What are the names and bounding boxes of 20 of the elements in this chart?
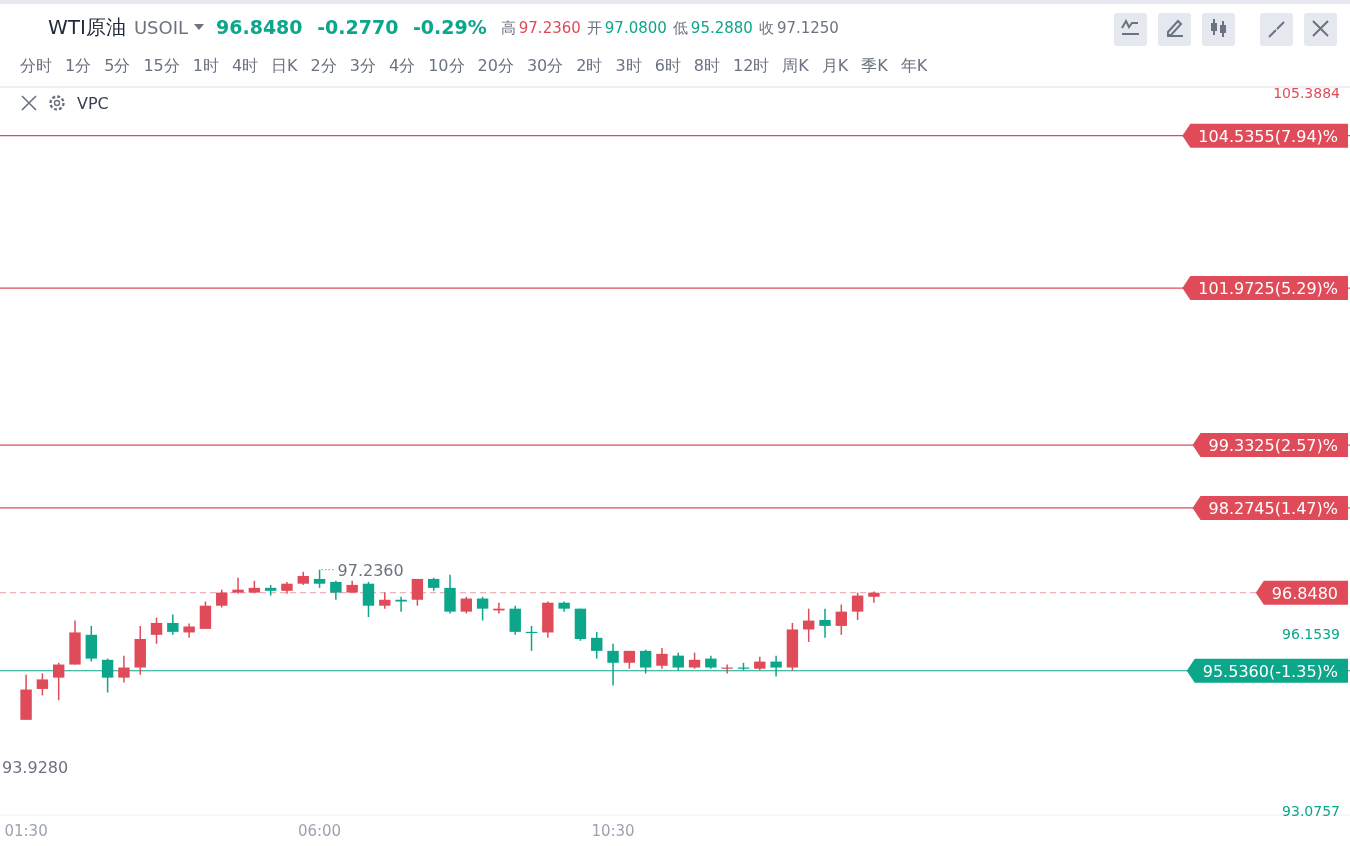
- chart-title: WTI原油: [48, 15, 126, 39]
- ref-line-label: 95.5360(-1.35)%: [1202, 661, 1338, 681]
- x-tick-label: 06:00: [297, 822, 342, 840]
- ref-line-label: 98.2745(1.47)%: [1208, 498, 1338, 518]
- x-tick-label: 01:30: [4, 822, 48, 840]
- y-tick-label: 93.0757: [1282, 803, 1340, 819]
- ref-line-label: 101.9725(5.29)%: [1198, 279, 1338, 299]
- ref-line-label: 99.3325(2.57)%: [1208, 436, 1338, 456]
- x-tick-label: 10:30: [591, 822, 635, 840]
- annotation: 97.2360: [337, 560, 404, 580]
- text: 96.8480 -0.2770 -0.29%: [216, 16, 487, 38]
- text: 高 97.2360 开 97.0800 低 95.2880 收 97.1250: [500, 19, 839, 37]
- annotation: 93.9280: [2, 758, 69, 777]
- y-tick-label: 96.1539: [1282, 626, 1340, 642]
- chart-subtitle: USOIL: [133, 17, 188, 38]
- annotation: VPC: [77, 94, 109, 113]
- ref-line-label: 104.5355(7.94)%: [1198, 126, 1338, 146]
- ref-line-label: 96.8480: [1271, 583, 1338, 603]
- text: 分时 1分 5分 15分 1时 4时 日K 2分 3分 4分 10分 20分 30分 2时 3时 6时 8时 12时 周K 月K 季K 年K: [20, 56, 928, 75]
- y-tick-label: 105.3884: [1273, 85, 1341, 101]
